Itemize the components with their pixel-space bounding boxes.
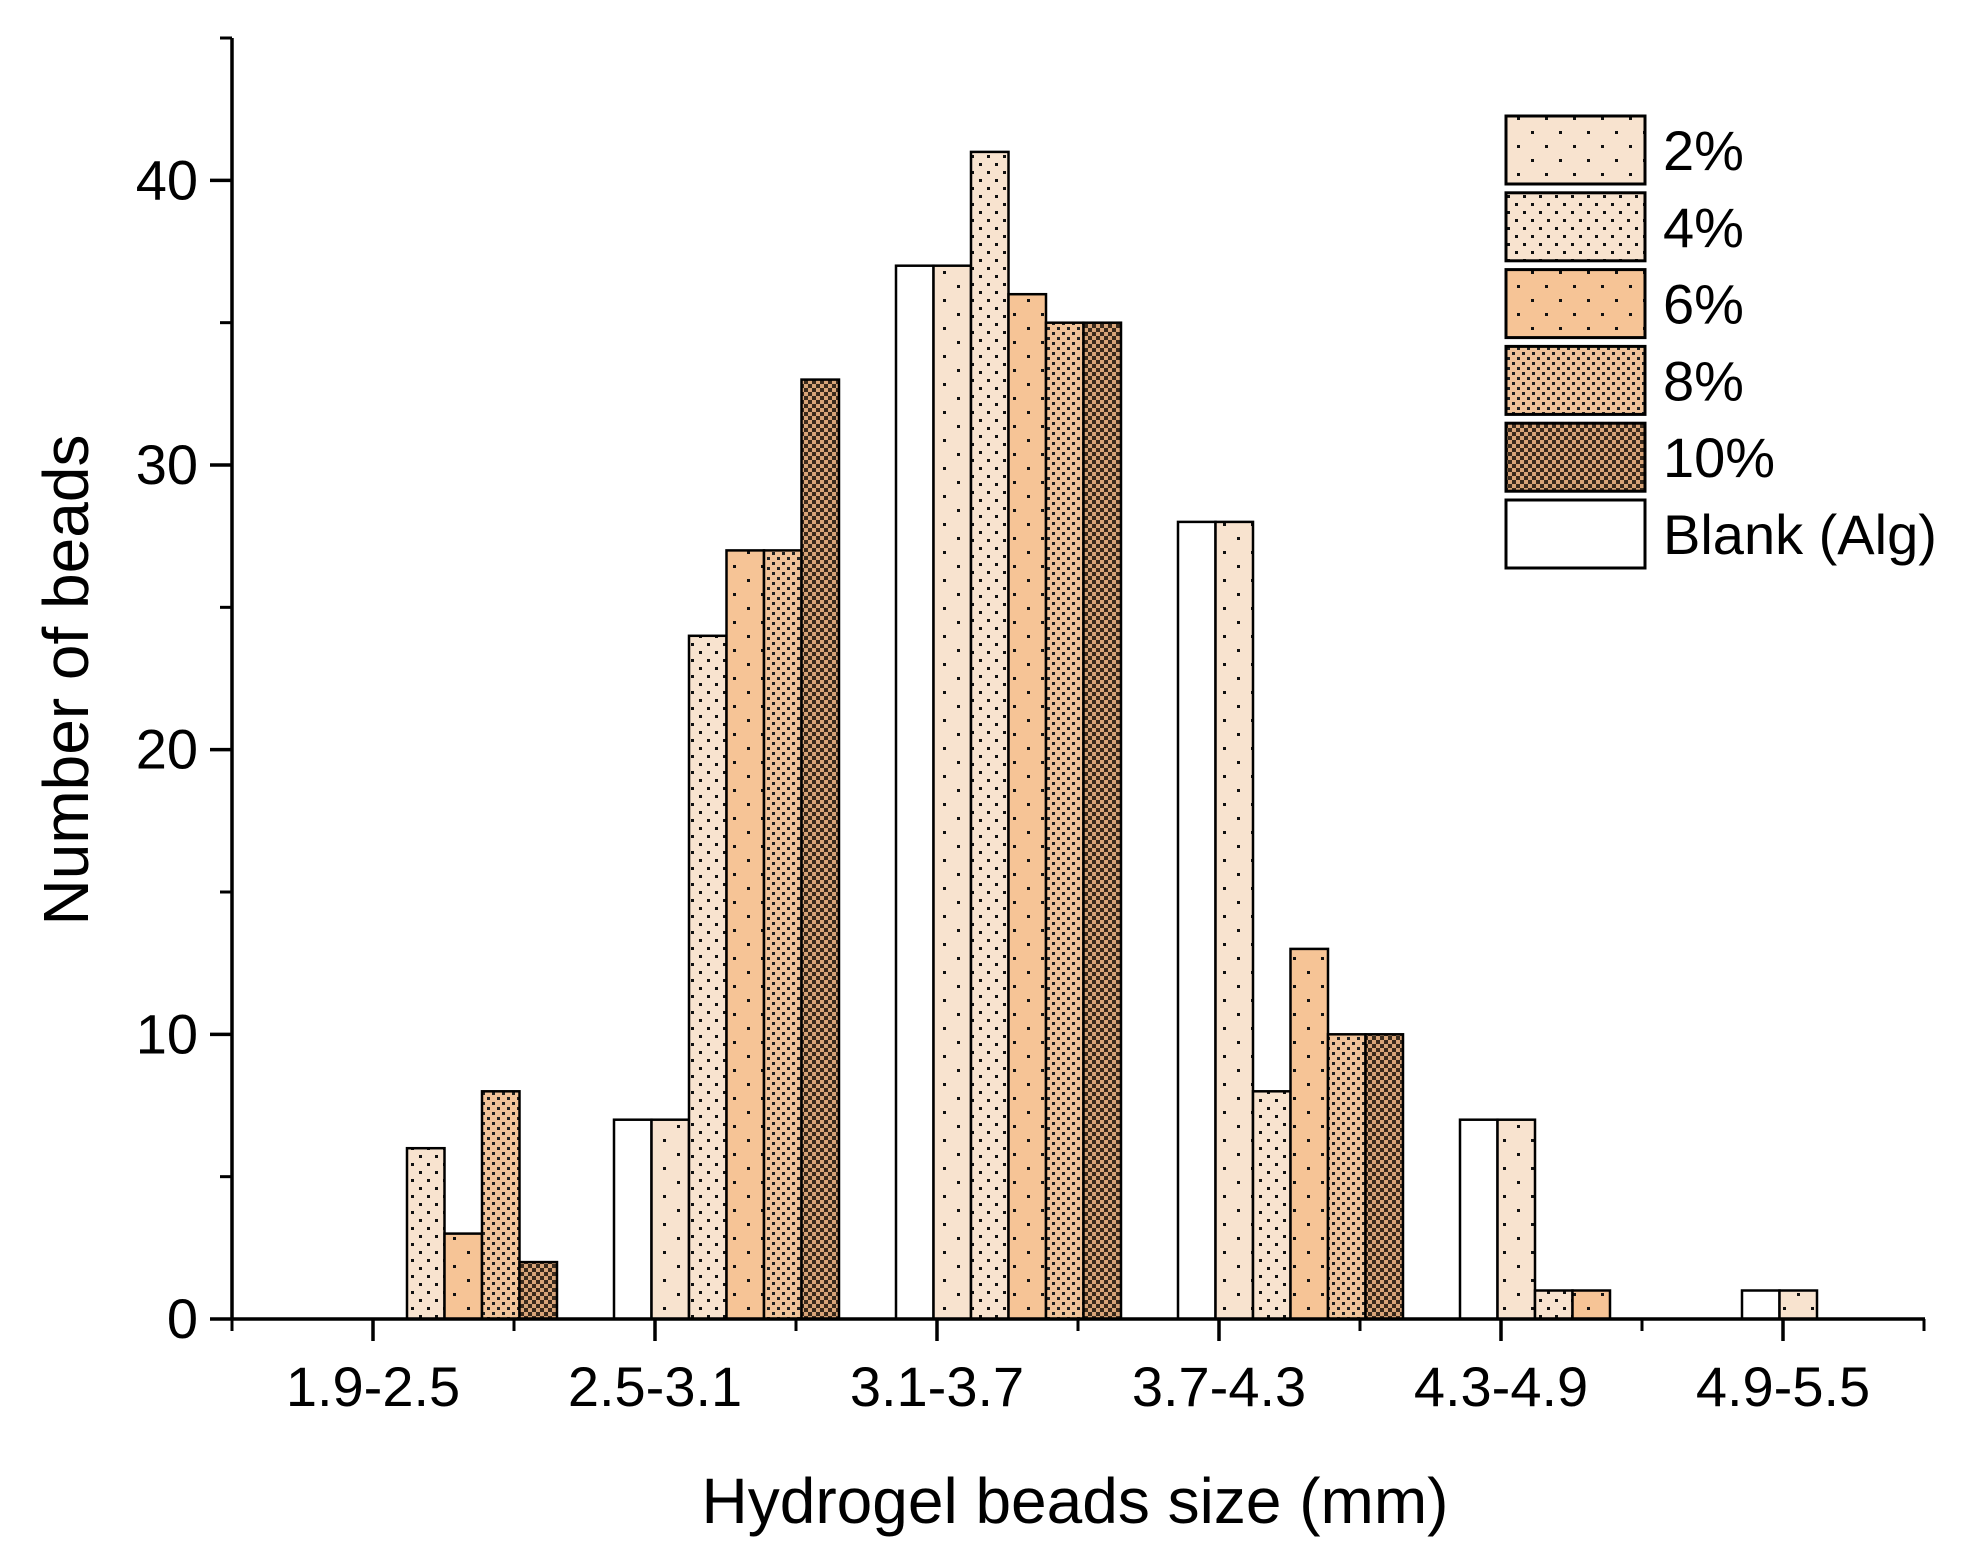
y-tick-label-20: 20	[136, 718, 198, 781]
bar-blank-alg-3-7-4-3	[1176, 520, 1217, 1321]
bar-8-1-9-2-5	[480, 1090, 521, 1321]
y-tick-label-40: 40	[136, 148, 198, 211]
legend-swatch-6	[1504, 268, 1647, 340]
legend-swatch-10	[1504, 421, 1647, 493]
legend-label-blank-alg: Blank (Alg)	[1663, 503, 1937, 566]
legend-swatch-4	[1504, 191, 1647, 263]
bar-blank-alg-4-3-4-9	[1458, 1118, 1499, 1321]
bar-10-3-7-4-3	[1364, 1033, 1405, 1321]
bar-6-3-1-3-7	[1007, 292, 1048, 1321]
x-tick-label-2-5-3-1: 2.5-3.1	[568, 1355, 742, 1418]
x-tick-label-3-1-3-7: 3.1-3.7	[850, 1355, 1024, 1418]
bars-layer	[405, 150, 1819, 1321]
y-tick-label-10: 10	[136, 1002, 198, 1065]
bar-4-2-5-3-1	[687, 634, 728, 1321]
bar-8-2-5-3-1	[762, 549, 803, 1321]
x-axis-title: Hydrogel beads size (mm)	[702, 1465, 1449, 1537]
y-axis-title: Number of beads	[30, 435, 102, 926]
bar-4-4-3-4-9	[1533, 1289, 1574, 1321]
bar-2-2-5-3-1	[650, 1118, 691, 1321]
bar-blank-alg-3-1-3-7	[894, 264, 935, 1321]
bar-4-1-9-2-5	[405, 1146, 446, 1321]
bar-10-3-1-3-7	[1082, 321, 1123, 1321]
legend-label-2: 2%	[1663, 119, 1744, 182]
bar-2-4-3-4-9	[1496, 1118, 1537, 1321]
bar-4-3-7-4-3	[1251, 1090, 1292, 1321]
bar-blank-alg-2-5-3-1	[612, 1118, 653, 1321]
bar-blank-alg-4-9-5-5	[1740, 1289, 1781, 1321]
x-tick-label-3-7-4-3: 3.7-4.3	[1132, 1355, 1306, 1418]
bar-6-4-3-4-9	[1571, 1289, 1612, 1321]
y-tick-label-0: 0	[167, 1287, 198, 1350]
bar-6-1-9-2-5	[443, 1232, 484, 1321]
bar-6-2-5-3-1	[725, 549, 766, 1321]
legend-label-8: 8%	[1663, 349, 1744, 412]
bar-10-2-5-3-1	[800, 378, 841, 1321]
bar-8-3-7-4-3	[1326, 1033, 1367, 1321]
bar-8-3-1-3-7	[1044, 321, 1085, 1321]
axes-layer: 0 10 20 30 40 1.9-2.5 2.5-3.1 3.1-3.7 3.7-4.3 4.3…	[136, 36, 1926, 1418]
x-tick-label-1-9-2-5: 1.9-2.5	[286, 1355, 460, 1418]
y-tick-label-30: 30	[136, 433, 198, 496]
bar-2-3-7-4-3	[1214, 520, 1255, 1321]
bar-2-4-9-5-5	[1778, 1289, 1819, 1321]
x-tick-label-4-9-5-5: 4.9-5.5	[1696, 1355, 1870, 1418]
bar-2-3-1-3-7	[932, 264, 973, 1321]
bar-6-3-7-4-3	[1289, 947, 1330, 1321]
legend-swatch-2	[1504, 114, 1647, 186]
legend-label-10: 10%	[1663, 426, 1775, 489]
legend: 2% 4% 6% 8% 10% Blank (Alg)	[1504, 114, 1937, 570]
legend-swatch-8	[1504, 344, 1647, 416]
x-tick-label-4-3-4-9: 4.3-4.9	[1414, 1355, 1588, 1418]
legend-label-6: 6%	[1663, 273, 1744, 336]
legend-swatch-blank-alg	[1504, 498, 1647, 570]
legend-label-4: 4%	[1663, 196, 1744, 259]
bar-10-1-9-2-5	[518, 1260, 559, 1321]
bar-4-3-1-3-7	[969, 150, 1010, 1321]
